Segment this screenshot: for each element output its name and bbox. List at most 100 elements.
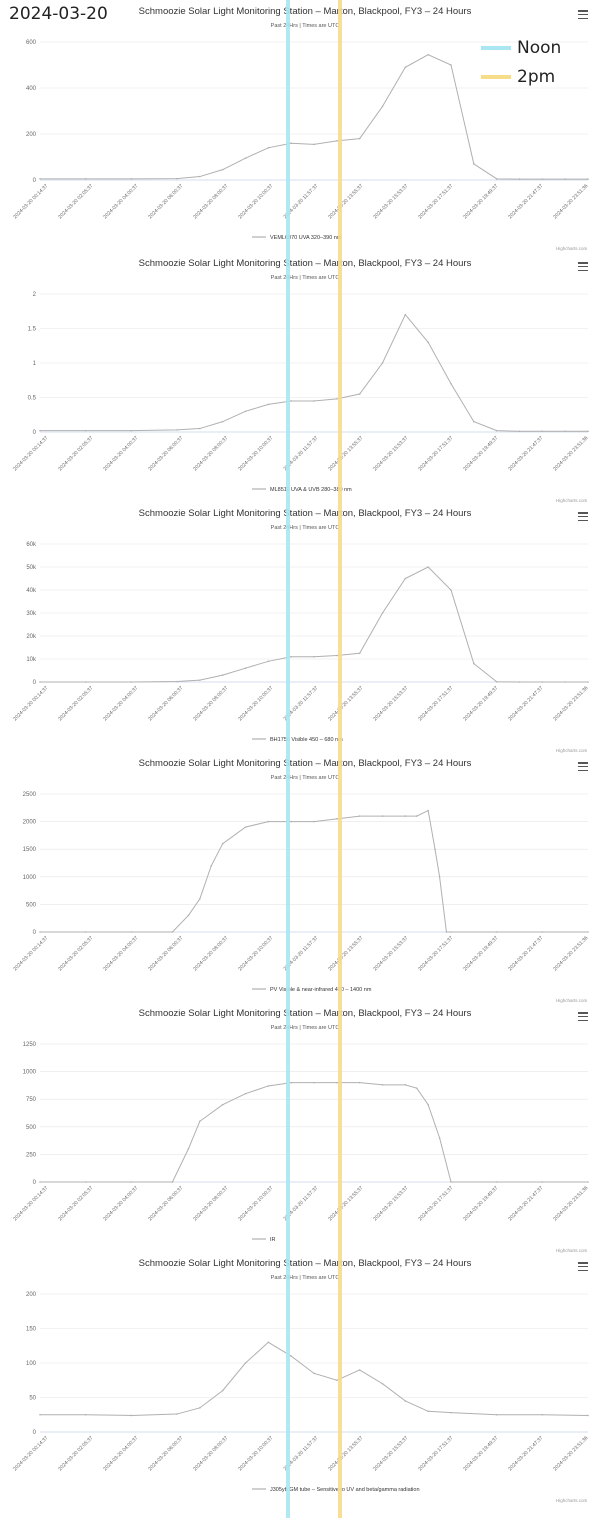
data-point bbox=[427, 1410, 429, 1413]
chart-subtitle: Past 24Hrs | Times are UTC bbox=[270, 775, 340, 781]
x-tick-label: 2024-03-20 02:05:37 bbox=[57, 183, 94, 220]
data-point bbox=[587, 1414, 589, 1417]
x-tick-label: 2024-03-20 04:00:37 bbox=[102, 1185, 139, 1222]
legend-series-label[interactable]: BH1750 Visible 450 – 680 nm bbox=[270, 737, 343, 743]
legend-series-label[interactable]: VEML6070 UVA 320–390 nm bbox=[270, 235, 342, 241]
chart-menu-icon[interactable] bbox=[578, 262, 588, 272]
data-point bbox=[313, 1081, 315, 1084]
credit-link[interactable]: Highcharts.com bbox=[556, 246, 588, 251]
y-tick-label: 1250 bbox=[23, 1042, 37, 1048]
chart-panel: Schmoozie Solar Light Monitoring Station… bbox=[0, 0, 610, 251]
x-tick-label: 2024-03-20 21:47:37 bbox=[507, 685, 544, 722]
chart-menu-icon[interactable] bbox=[578, 1262, 588, 1272]
data-point bbox=[130, 681, 133, 683]
data-point bbox=[199, 175, 201, 178]
data-point bbox=[39, 1413, 41, 1416]
credit-link[interactable]: Highcharts.com bbox=[556, 748, 588, 753]
data-point bbox=[244, 1092, 247, 1095]
data-point bbox=[587, 1181, 589, 1183]
2pm-legend-label: 2pm bbox=[517, 67, 556, 87]
data-point bbox=[404, 1084, 407, 1086]
chart-title: Schmoozie Solar Light Monitoring Station… bbox=[138, 1258, 472, 1269]
data-point bbox=[358, 815, 361, 817]
chart-menu-icon[interactable] bbox=[578, 1012, 588, 1022]
noon-marker-line bbox=[286, 0, 290, 1518]
data-point bbox=[290, 400, 292, 402]
data-point bbox=[381, 362, 384, 364]
data-point bbox=[221, 842, 224, 845]
x-tick-label: 2024-03-20 15:53:37 bbox=[372, 685, 409, 722]
data-point bbox=[404, 313, 407, 316]
x-tick-label: 2024-03-20 21:47:37 bbox=[507, 1185, 544, 1222]
page-date: 2024-03-20 bbox=[9, 4, 108, 24]
data-point bbox=[495, 680, 498, 683]
chart-menu-icon[interactable] bbox=[578, 10, 588, 20]
credit-link[interactable]: Highcharts.com bbox=[556, 1498, 588, 1503]
noon-legend-swatch bbox=[481, 46, 511, 50]
x-tick-label: 2024-03-20 06:00:37 bbox=[147, 685, 184, 722]
data-point bbox=[415, 1087, 418, 1089]
x-tick-label: 2024-03-20 19:49:37 bbox=[462, 1185, 499, 1222]
x-tick-label: 2024-03-20 00:14:37 bbox=[12, 685, 49, 722]
series-line bbox=[40, 1341, 589, 1416]
x-tick-label: 2024-03-20 15:53:37 bbox=[372, 1185, 409, 1222]
credit-link[interactable]: Highcharts.com bbox=[556, 498, 588, 503]
data-point bbox=[564, 178, 566, 180]
legend-series-label[interactable]: IR bbox=[270, 1237, 276, 1243]
data-point bbox=[381, 105, 384, 108]
x-tick-label: 2024-03-20 08:00:37 bbox=[192, 1435, 229, 1472]
y-tick-label: 750 bbox=[26, 1097, 37, 1103]
data-point bbox=[427, 1103, 429, 1106]
x-tick-label: 2024-03-20 02:05:37 bbox=[57, 935, 94, 972]
x-tick-label: 2024-03-20 04:00:37 bbox=[102, 935, 139, 972]
x-tick-label: 2024-03-20 08:00:37 bbox=[192, 183, 229, 220]
y-tick-label: 0 bbox=[33, 930, 37, 936]
data-point bbox=[221, 1103, 224, 1106]
data-point bbox=[39, 681, 41, 683]
legend-series-label[interactable]: J305yb GM tube – Sensitive to UV and bet… bbox=[270, 1487, 420, 1493]
credit-link[interactable]: Highcharts.com bbox=[556, 998, 588, 1003]
y-tick-label: 500 bbox=[26, 902, 37, 908]
credit-link[interactable]: Highcharts.com bbox=[556, 1248, 588, 1253]
data-point bbox=[445, 931, 448, 933]
data-point bbox=[290, 655, 292, 658]
legend-series-label[interactable]: PV Visible & near-infrared 400 – 1400 nm bbox=[270, 987, 372, 993]
chart-panel: Schmoozie Solar Light Monitoring Station… bbox=[0, 1252, 610, 1503]
data-point bbox=[427, 53, 429, 56]
data-point bbox=[450, 1181, 452, 1183]
x-tick-label: 2024-03-20 17:51:37 bbox=[417, 935, 454, 972]
x-tick-label: 2024-03-20 15:53:37 bbox=[372, 435, 409, 472]
x-tick-label: 2024-03-20 19:49:37 bbox=[462, 1435, 499, 1472]
data-point bbox=[221, 1389, 224, 1392]
chart-subtitle: Past 24Hrs | Times are UTC bbox=[270, 275, 340, 281]
x-tick-label: 2024-03-20 10:00:37 bbox=[237, 183, 274, 220]
data-point bbox=[130, 178, 133, 180]
data-point bbox=[450, 1411, 452, 1414]
chart-menu-icon[interactable] bbox=[578, 762, 588, 772]
x-tick-label: 2024-03-20 08:00:37 bbox=[192, 435, 229, 472]
x-tick-label: 2024-03-20 02:05:37 bbox=[57, 685, 94, 722]
legend-series-label[interactable]: ML8511 UVA & UVB 280–380 nm bbox=[270, 487, 352, 493]
chart-menu-icon[interactable] bbox=[578, 512, 588, 522]
chart-subtitle: Past 24Hrs | Times are UTC bbox=[270, 1025, 340, 1031]
y-tick-label: 50k bbox=[26, 565, 37, 571]
chart-panel: Schmoozie Solar Light Monitoring Station… bbox=[0, 1002, 610, 1253]
chart-subtitle: Past 24Hrs | Times are UTC bbox=[270, 23, 340, 29]
data-point bbox=[438, 876, 441, 878]
x-tick-label: 2024-03-20 10:00:37 bbox=[237, 435, 274, 472]
data-point bbox=[39, 1181, 41, 1183]
x-tick-label: 2024-03-20 06:00:37 bbox=[147, 1435, 184, 1472]
x-tick-label: 2024-03-20 23:51:36 bbox=[552, 935, 589, 972]
x-tick-label: 2024-03-20 17:51:37 bbox=[417, 1435, 454, 1472]
data-point bbox=[404, 577, 407, 580]
x-tick-label: 2024-03-20 10:00:37 bbox=[237, 1185, 274, 1222]
data-point bbox=[244, 1362, 247, 1364]
x-tick-label: 2024-03-20 06:00:37 bbox=[147, 183, 184, 220]
y-tick-label: 0.5 bbox=[28, 396, 37, 402]
data-point bbox=[358, 652, 361, 655]
data-point bbox=[541, 1413, 544, 1416]
data-point bbox=[171, 1181, 174, 1183]
